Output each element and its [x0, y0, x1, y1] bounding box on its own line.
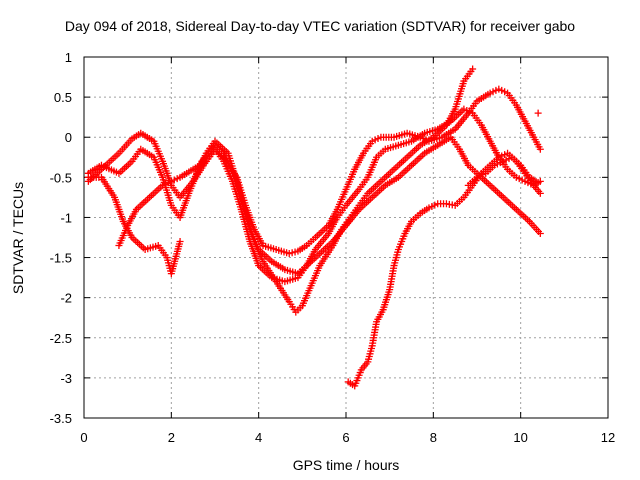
x-tick-label: 12: [601, 430, 615, 445]
plus-marker: [469, 65, 477, 73]
y-tick-label: -1: [60, 210, 72, 225]
grid-lines: [84, 57, 608, 418]
x-tick-label: 0: [80, 430, 87, 445]
y-tick-label: 0: [65, 130, 72, 145]
x-tick-label: 10: [513, 430, 527, 445]
plus-marker: [536, 229, 544, 237]
x-tick-label: 8: [430, 430, 437, 445]
data-marks: [84, 65, 544, 390]
plot-frame: [83, 56, 609, 419]
plus-marker: [534, 109, 542, 117]
y-tick-label: -0.5: [50, 170, 72, 185]
x-axis-label: GPS time / hours: [292, 457, 400, 473]
series-track-3: [84, 85, 544, 278]
series-track-4: [115, 133, 544, 286]
y-tick-label: -3: [60, 371, 72, 386]
plus-marker: [536, 189, 544, 197]
series-track-5: [344, 149, 544, 390]
x-tick-label: 4: [255, 430, 262, 445]
series-track-1: [84, 65, 477, 316]
y-tick-label: 1: [65, 50, 72, 65]
chart-title: Day 094 of 2018, Sidereal Day-to-day VTE…: [64, 18, 576, 34]
y-tick-label: -1.5: [50, 251, 72, 266]
y-tick-label: -2: [60, 291, 72, 306]
series-track-6: [464, 109, 542, 189]
plus-marker: [536, 145, 544, 153]
y-tick-label: 0.5: [54, 90, 72, 105]
y-tick-label: -2.5: [50, 331, 72, 346]
plus-marker: [532, 177, 540, 185]
x-tick-label: 2: [168, 430, 175, 445]
y-tick-label: -3.5: [50, 411, 72, 426]
x-tick-label: 6: [342, 430, 349, 445]
plus-marker: [176, 238, 184, 246]
